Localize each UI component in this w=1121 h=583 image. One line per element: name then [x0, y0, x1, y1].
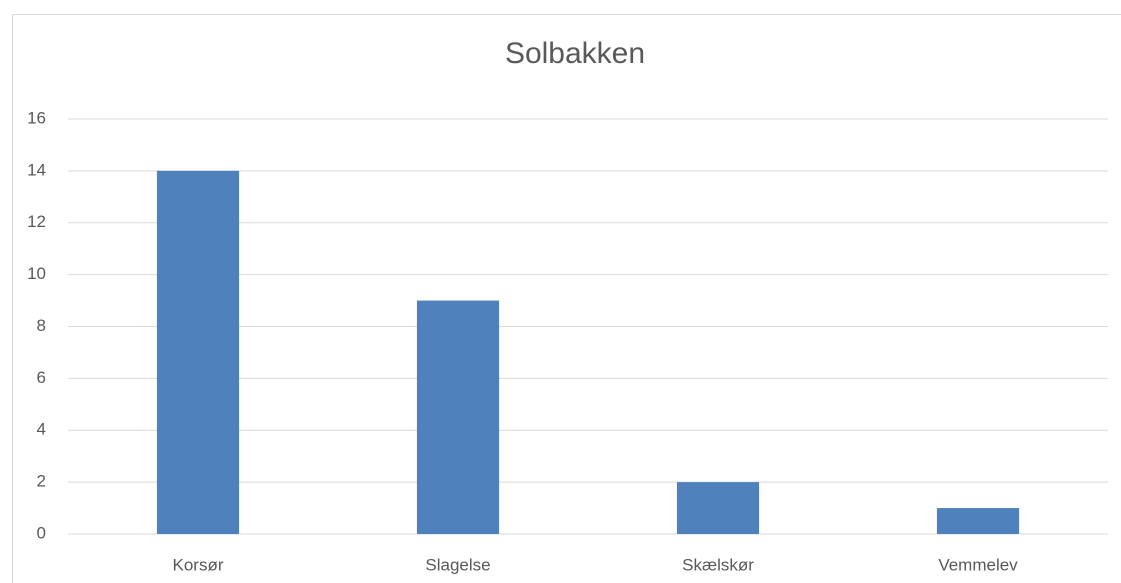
x-tick-label: Korsør — [173, 555, 224, 574]
y-tick-label: 10 — [27, 264, 46, 283]
bar — [416, 300, 500, 534]
y-tick-label: 14 — [27, 160, 46, 179]
y-tick-label: 4 — [37, 420, 46, 439]
bar — [156, 170, 240, 534]
y-tick-label: 0 — [37, 523, 46, 542]
y-tick-label: 2 — [37, 472, 46, 491]
y-tick-label: 12 — [27, 212, 46, 231]
x-tick-label: Vemmelev — [938, 555, 1018, 574]
x-tick-label: Slagelse — [425, 555, 490, 574]
bar — [936, 508, 1020, 534]
y-tick-label: 6 — [37, 368, 46, 387]
bar — [676, 482, 760, 534]
y-tick-label: 8 — [37, 316, 46, 335]
y-tick-label: 16 — [27, 108, 46, 127]
x-tick-label: Skælskør — [682, 555, 754, 574]
chart-title: Solbakken — [505, 37, 645, 70]
